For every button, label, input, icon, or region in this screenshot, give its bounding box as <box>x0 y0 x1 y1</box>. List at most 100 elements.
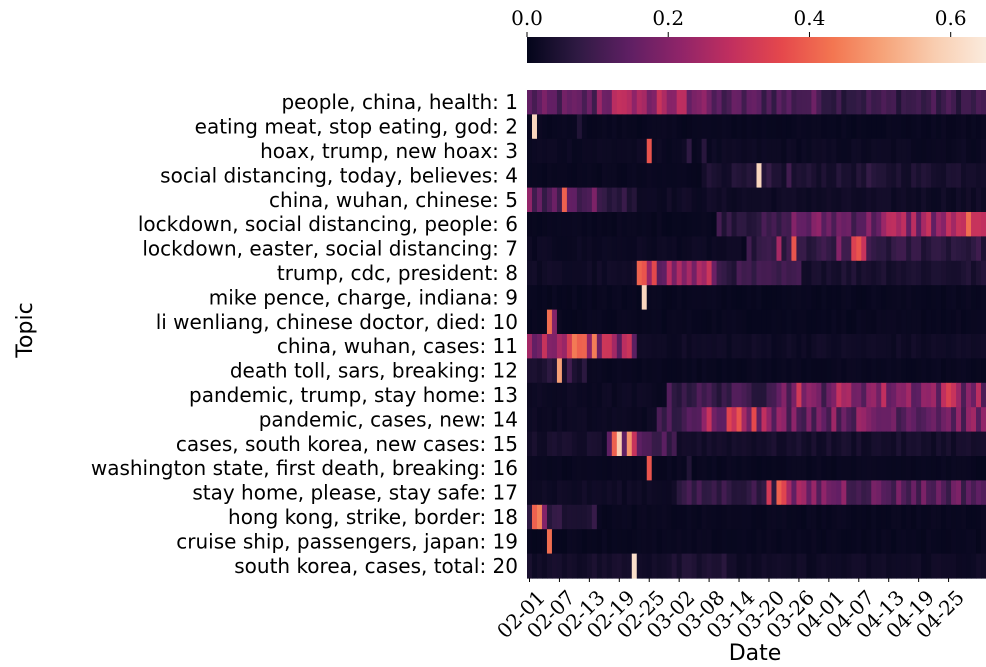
heatmap-cell <box>796 163 803 189</box>
heatmap-cell <box>626 382 633 408</box>
heatmap-cell <box>971 285 977 311</box>
heatmap-cell <box>691 163 698 189</box>
heatmap-cell <box>796 456 803 481</box>
heatmap-cell <box>676 456 683 481</box>
heatmap-cell <box>836 334 842 359</box>
heatmap-cell <box>641 138 648 164</box>
heatmap-cell <box>976 504 982 530</box>
heatmap-cell <box>786 114 793 140</box>
heatmap-cell <box>551 260 558 286</box>
heatmap-cell <box>916 212 922 237</box>
heatmap-cell <box>901 114 907 140</box>
heatmap-cell <box>746 260 753 286</box>
heatmap-cell <box>596 529 603 555</box>
heatmap-cell <box>816 504 822 530</box>
heatmap-cell <box>941 187 947 213</box>
heatmap-cell <box>616 114 623 140</box>
heatmap-cell <box>886 309 892 335</box>
heatmap-cell <box>541 138 548 164</box>
heatmap-cell <box>756 504 763 530</box>
heatmap-cell <box>651 212 658 237</box>
heatmap-cell <box>701 553 708 579</box>
heatmap-cell <box>871 456 877 481</box>
heatmap-cell <box>761 529 768 555</box>
heatmap-cell <box>671 529 678 555</box>
heatmap-cell <box>736 260 743 286</box>
heatmap-cell <box>936 407 942 433</box>
colorbar-tick-label: 0.2 <box>652 6 684 30</box>
heatmap-cell <box>906 529 912 555</box>
heatmap-cell <box>911 334 917 359</box>
heatmap-cell <box>981 334 986 359</box>
heatmap-cell <box>576 187 583 213</box>
heatmap-cell <box>721 163 728 189</box>
heatmap-cell <box>941 431 947 457</box>
heatmap-cell <box>881 334 887 359</box>
heatmap-cell <box>861 212 867 237</box>
heatmap-cell <box>861 529 867 555</box>
heatmap-cell <box>641 309 648 335</box>
heatmap-cell <box>926 285 932 311</box>
heatmap-cell <box>826 90 832 115</box>
heatmap-cell <box>591 480 598 506</box>
heatmap-cell <box>861 480 867 506</box>
heatmap-cell <box>626 407 633 433</box>
heatmap-cell <box>941 407 947 433</box>
heatmap-cell <box>581 504 588 530</box>
heatmap-cell <box>901 480 907 506</box>
heatmap-cell <box>916 236 922 262</box>
heatmap-cell <box>527 187 533 213</box>
heatmap-cell <box>781 407 788 433</box>
heatmap-cell <box>801 480 807 506</box>
heatmap-cell <box>846 334 852 359</box>
heatmap-cell <box>861 309 867 335</box>
heatmap-cell <box>871 553 877 579</box>
heatmap-cell <box>776 504 783 530</box>
heatmap-cell <box>861 382 867 408</box>
heatmap-cell <box>956 529 962 555</box>
heatmap-cell <box>561 358 568 384</box>
heatmap-cell <box>706 529 713 555</box>
heatmap-cell <box>821 236 827 262</box>
heatmap-cell <box>686 236 693 262</box>
heatmap-cell <box>701 382 708 408</box>
heatmap-cell <box>611 382 618 408</box>
heatmap-cell <box>966 431 972 457</box>
heatmap-cell <box>626 309 633 335</box>
heatmap-cell <box>896 187 902 213</box>
heatmap-cell <box>956 358 962 384</box>
heatmap-cell <box>671 260 678 286</box>
heatmap-cell <box>946 407 952 433</box>
heatmap-cell <box>616 358 623 384</box>
heatmap-cell <box>711 309 718 335</box>
heatmap-cell <box>601 358 608 384</box>
heatmap-cell <box>841 431 847 457</box>
heatmap-cell <box>646 407 653 433</box>
heatmap-cell <box>831 504 837 530</box>
heatmap-cell <box>641 553 648 579</box>
heatmap-cell <box>851 114 857 140</box>
heatmap-cell <box>531 456 538 481</box>
heatmap-cell <box>951 382 957 408</box>
heatmap-cell <box>896 553 902 579</box>
heatmap-cell <box>676 504 683 530</box>
heatmap-cell <box>626 285 633 311</box>
heatmap-cell <box>981 504 986 530</box>
heatmap-cell <box>891 382 897 408</box>
heatmap-cell <box>846 553 852 579</box>
heatmap-cell <box>566 138 573 164</box>
heatmap-cell <box>736 309 743 335</box>
heatmap-cell <box>646 90 653 115</box>
heatmap-cell <box>926 90 932 115</box>
heatmap-cell <box>776 334 783 359</box>
heatmap-cell <box>946 456 952 481</box>
heatmap-cell <box>891 407 897 433</box>
heatmap-cell <box>971 212 977 237</box>
heatmap-cell <box>961 285 967 311</box>
heatmap-cell <box>806 382 812 408</box>
heatmap-cell <box>556 260 563 286</box>
heatmap-cell <box>941 334 947 359</box>
heatmap-cell <box>911 309 917 335</box>
heatmap-cell <box>636 529 643 555</box>
heatmap-cell <box>556 187 563 213</box>
